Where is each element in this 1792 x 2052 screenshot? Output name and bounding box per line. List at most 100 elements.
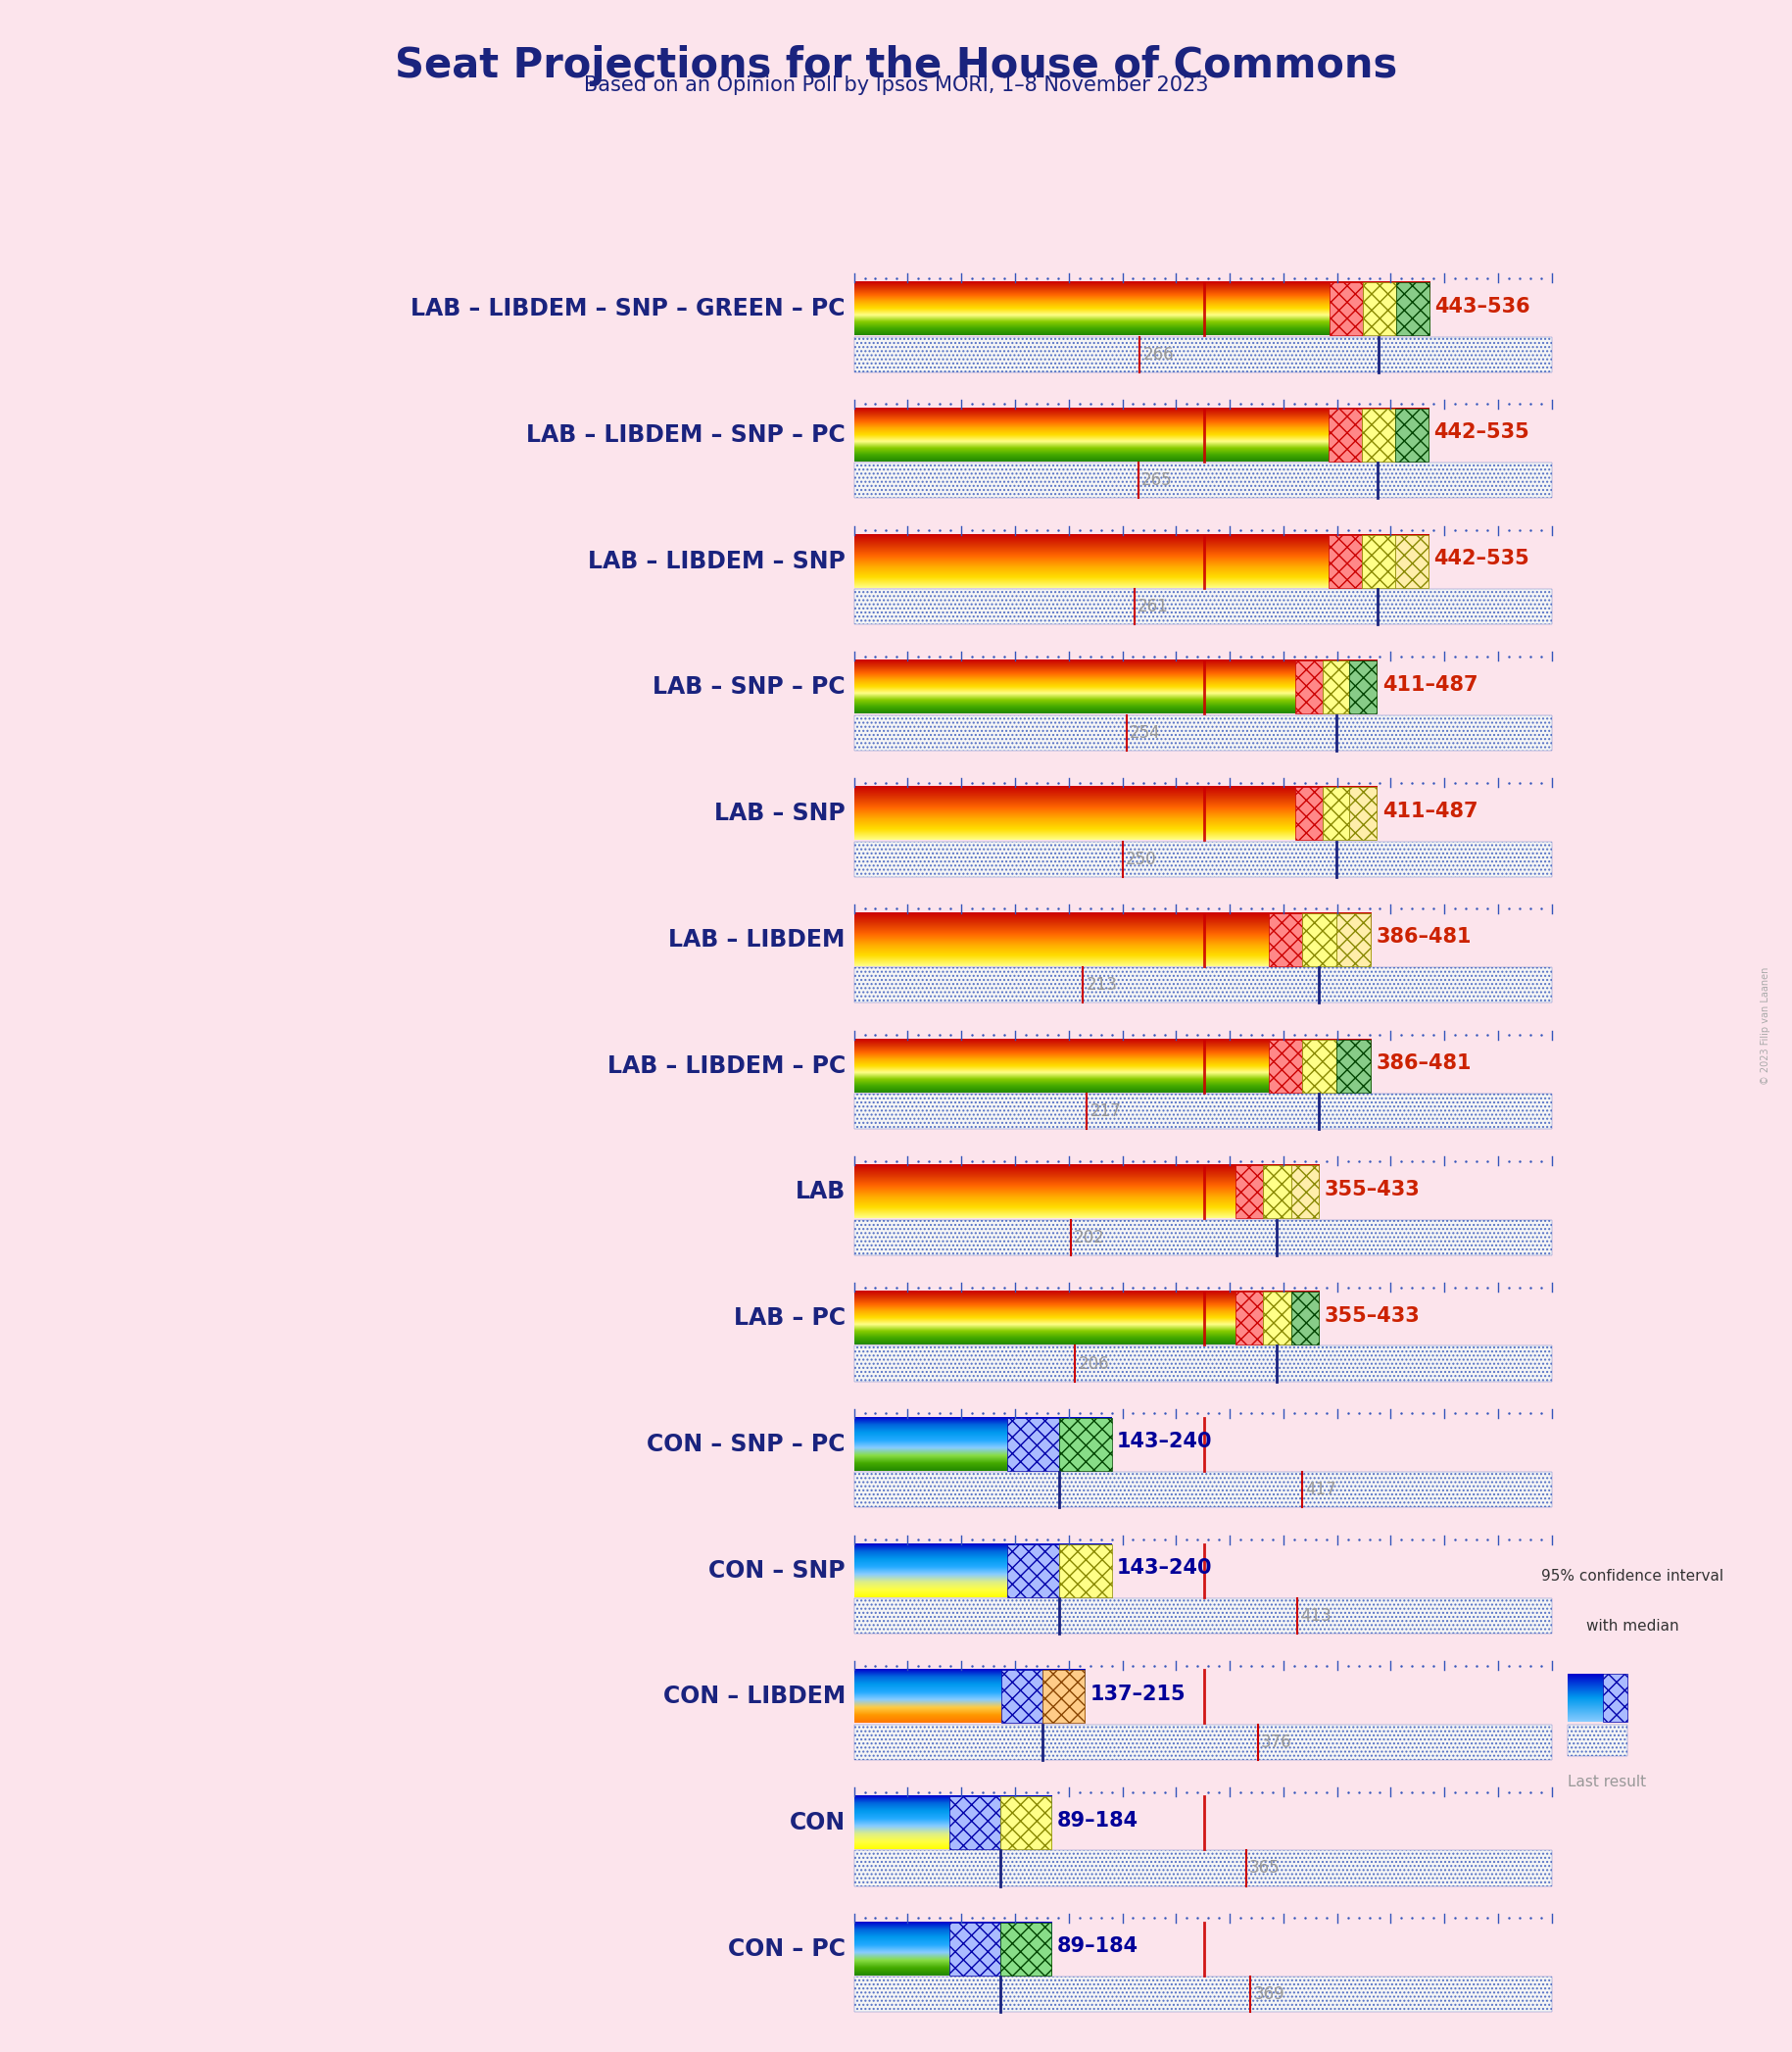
Bar [855, 1976, 1552, 2013]
Bar [1235, 1291, 1263, 1344]
Bar [855, 1724, 1552, 1761]
Text: 355–433: 355–433 [1324, 1180, 1419, 1198]
Bar [855, 841, 1552, 876]
Bar [1263, 1166, 1290, 1219]
Bar [1296, 788, 1322, 839]
Text: Last result: Last result [1568, 1775, 1647, 1789]
Bar [1303, 913, 1337, 966]
Text: 89–184: 89–184 [1057, 1810, 1138, 1830]
Bar [855, 1094, 1552, 1129]
Bar [1007, 1418, 1059, 1471]
Bar [855, 1599, 1552, 1633]
Text: CON – LIBDEM: CON – LIBDEM [663, 1685, 846, 1709]
Bar [1322, 788, 1349, 839]
Bar [855, 1346, 1552, 1381]
Bar [1349, 788, 1376, 839]
Bar [1362, 408, 1394, 462]
Text: LAB – SNP: LAB – SNP [715, 802, 846, 825]
Text: 386–481: 386–481 [1376, 1053, 1471, 1073]
Bar [1568, 1724, 1627, 1757]
Text: LAB – PC: LAB – PC [733, 1307, 846, 1330]
Text: 411–487: 411–487 [1382, 800, 1478, 821]
Bar [1362, 536, 1394, 587]
Bar [1296, 661, 1322, 714]
Bar [950, 1796, 1000, 1849]
Bar [1349, 661, 1376, 714]
Text: 355–433: 355–433 [1324, 1305, 1419, 1326]
Bar [855, 337, 1552, 371]
Text: LAB – LIBDEM – SNP – PC: LAB – LIBDEM – SNP – PC [527, 423, 846, 447]
Bar [855, 1219, 1552, 1256]
Bar [1235, 1166, 1263, 1219]
Text: 95% confidence interval: 95% confidence interval [1541, 1568, 1724, 1584]
Bar [855, 1724, 1552, 1761]
Bar [855, 716, 1552, 751]
Text: 369: 369 [1253, 1986, 1285, 2003]
Bar [1000, 1796, 1052, 1849]
Text: 443–536: 443–536 [1435, 298, 1530, 316]
Text: LAB: LAB [796, 1180, 846, 1205]
Text: LAB – LIBDEM – SNP – GREEN – PC: LAB – LIBDEM – SNP – GREEN – PC [410, 298, 846, 320]
Bar [855, 1851, 1552, 1886]
Text: © 2023 Filip van Laanen: © 2023 Filip van Laanen [1760, 966, 1770, 1086]
Text: CON – PC: CON – PC [728, 1937, 846, 1962]
Bar [855, 1471, 1552, 1508]
Bar [1394, 536, 1428, 587]
Text: 413: 413 [1301, 1607, 1331, 1625]
Text: CON – SNP – PC: CON – SNP – PC [647, 1432, 846, 1457]
Text: CON – SNP: CON – SNP [708, 1560, 846, 1582]
Text: LAB – LIBDEM – PC: LAB – LIBDEM – PC [607, 1055, 846, 1077]
Bar [855, 1219, 1552, 1256]
Bar [1396, 283, 1430, 334]
Bar [1290, 1291, 1319, 1344]
Bar [1002, 1670, 1043, 1724]
Bar [855, 1976, 1552, 2013]
Text: 143–240: 143–240 [1116, 1557, 1213, 1578]
Bar [1303, 1040, 1337, 1092]
Bar [1059, 1418, 1111, 1471]
Bar [1269, 913, 1303, 966]
Bar [1007, 1543, 1059, 1596]
Text: 265: 265 [1142, 472, 1172, 488]
Text: CON: CON [790, 1812, 846, 1834]
Text: 417: 417 [1305, 1482, 1335, 1498]
Text: 213: 213 [1086, 977, 1116, 993]
Bar [855, 337, 1552, 371]
Bar [855, 1346, 1552, 1381]
Bar [1043, 1670, 1084, 1724]
Bar [1337, 1040, 1371, 1092]
Bar [855, 966, 1552, 1003]
Bar [950, 1923, 1000, 1976]
Text: 202: 202 [1073, 1229, 1106, 1246]
Bar [1000, 1923, 1052, 1976]
Text: 411–487: 411–487 [1382, 675, 1478, 696]
Text: 137–215: 137–215 [1090, 1685, 1186, 1703]
Bar [855, 464, 1552, 499]
Bar [1394, 408, 1428, 462]
Bar [1330, 283, 1364, 334]
Text: 442–535: 442–535 [1434, 548, 1529, 568]
Text: 89–184: 89–184 [1057, 1937, 1138, 1956]
Bar [855, 841, 1552, 876]
Text: 143–240: 143–240 [1116, 1432, 1213, 1451]
Text: 266: 266 [1143, 345, 1174, 363]
Bar [855, 589, 1552, 624]
Text: 365: 365 [1249, 1859, 1279, 1878]
Text: 386–481: 386–481 [1376, 928, 1471, 946]
Text: 442–535: 442–535 [1434, 423, 1529, 443]
Bar [1059, 1543, 1111, 1596]
Bar [855, 1851, 1552, 1886]
Bar [1364, 283, 1396, 334]
Bar [1290, 1166, 1319, 1219]
Bar [855, 966, 1552, 1003]
Text: 206: 206 [1079, 1354, 1109, 1373]
Text: Seat Projections for the House of Commons: Seat Projections for the House of Common… [394, 45, 1398, 86]
Bar [855, 716, 1552, 751]
Bar [1328, 408, 1362, 462]
Bar [1263, 1291, 1290, 1344]
Text: LAB – LIBDEM: LAB – LIBDEM [668, 928, 846, 952]
Bar [1322, 661, 1349, 714]
Bar [1337, 913, 1371, 966]
Bar [1269, 1040, 1303, 1092]
Text: 254: 254 [1129, 724, 1161, 741]
